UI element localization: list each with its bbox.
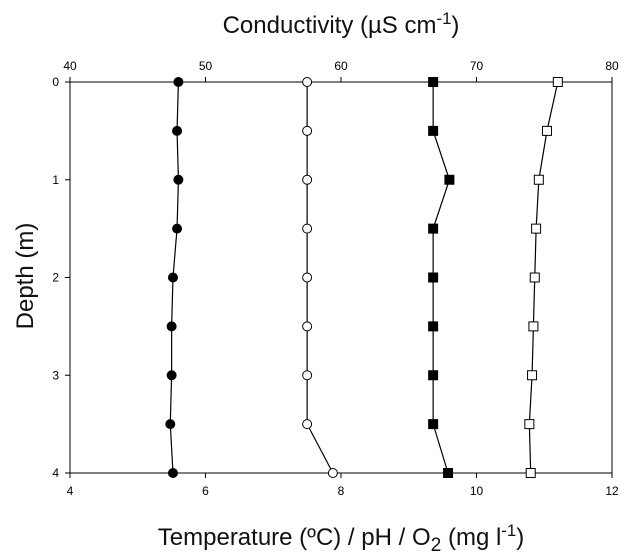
top-axis-ticks: 40 50 60 70 80 [63, 59, 619, 82]
data-point-open-circle [302, 370, 313, 381]
data-point-open-circle [302, 419, 313, 430]
data-point-open-circle [302, 223, 313, 234]
data-point-open-square [525, 468, 536, 478]
data-point-open-circle [302, 321, 313, 332]
depth-tick-label: 4 [52, 466, 59, 480]
data-point-open-square [528, 321, 539, 332]
depth-tick-label: 3 [52, 368, 59, 382]
data-point-open-square [529, 272, 540, 283]
data-point-filled-square [428, 321, 439, 332]
data-point-open-square [531, 223, 542, 234]
data-point-open-circle [302, 174, 313, 185]
bottom-tick-label: 4 [67, 484, 74, 498]
data-point-filled-square [428, 223, 439, 234]
data-point-filled-square [443, 468, 454, 478]
depth-axis-title: Depth (m) [12, 222, 39, 330]
data-point-open-circle [302, 272, 313, 283]
depth-tick-label: 1 [52, 173, 59, 187]
data-point-filled-square [428, 125, 439, 136]
data-point-filled-circle [165, 419, 176, 430]
data-point-filled-circle [167, 468, 178, 478]
bottom-axis-title: Temperature (ºC) / pH / O2 (mg l-1) [157, 521, 525, 556]
data-point-open-circle [327, 468, 338, 478]
data-point-filled-square [428, 77, 439, 87]
series-group [165, 77, 563, 478]
depth-axis-ticks: 0 1 2 3 4 [52, 75, 70, 480]
bottom-tick-label: 8 [338, 484, 345, 498]
data-point-open-square [533, 174, 544, 185]
bottom-tick-label: 6 [202, 484, 209, 498]
bottom-tick-label: 12 [605, 484, 619, 498]
data-point-filled-circle [166, 370, 177, 381]
depth-tick-label: 0 [52, 75, 59, 89]
data-point-open-square [524, 419, 535, 430]
data-point-filled-square [428, 272, 439, 283]
data-point-filled-circle [172, 125, 183, 136]
data-point-filled-square [428, 370, 439, 381]
top-tick-label: 50 [199, 59, 213, 73]
bottom-tick-label: 10 [470, 484, 484, 498]
depth-tick-label: 2 [52, 271, 59, 285]
data-point-filled-circle [172, 223, 183, 234]
data-point-open-circle [302, 77, 313, 87]
data-point-filled-circle [167, 272, 178, 283]
data-point-open-square [541, 125, 552, 136]
data-point-filled-square [428, 419, 439, 430]
data-point-filled-circle [173, 77, 184, 87]
top-axis-title: Conductivity (µS cm-1) [222, 9, 460, 39]
bottom-axis-ticks: 4 6 8 10 12 [67, 473, 619, 498]
top-tick-label: 40 [63, 59, 77, 73]
data-point-open-circle [302, 125, 313, 136]
top-tick-label: 60 [334, 59, 348, 73]
data-point-filled-circle [173, 174, 184, 185]
data-point-filled-circle [166, 321, 177, 332]
top-tick-label: 70 [470, 59, 484, 73]
data-point-open-square [552, 77, 563, 87]
data-point-filled-square [444, 174, 455, 185]
data-point-open-square [527, 370, 538, 381]
top-tick-label: 80 [605, 59, 619, 73]
